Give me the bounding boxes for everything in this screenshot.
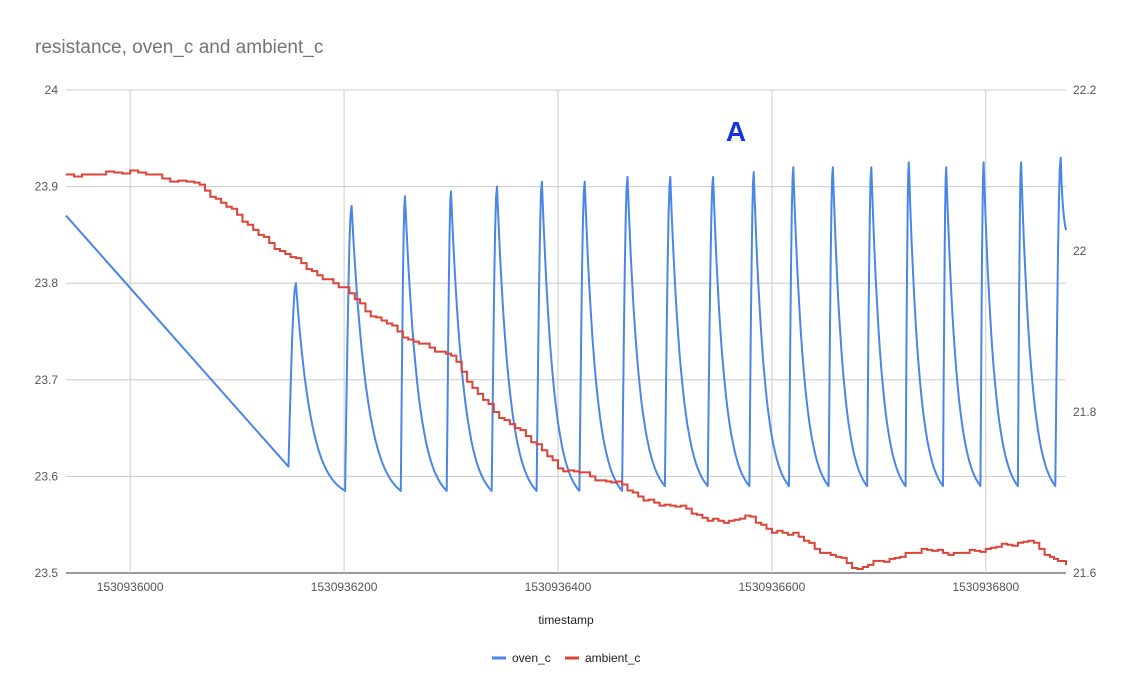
left-axis: 23.5 23.6 23.7 23.8 23.9 24 (35, 83, 59, 580)
right-axis: 21.6 21.8 22 22.2 (1073, 83, 1097, 580)
right-tick-label: 22 (1073, 244, 1087, 258)
series-group (65, 156, 1067, 570)
right-tick-label: 22.2 (1073, 83, 1097, 97)
chart-title: resistance, oven_c and ambient_c (35, 37, 323, 58)
x-tick-label: 1530936800 (952, 580, 1019, 594)
x-tick-label: 1530936200 (311, 580, 378, 594)
right-tick-label: 21.6 (1073, 566, 1097, 580)
x-tick-label: 1530936400 (525, 580, 592, 594)
legend-label-oven_c[interactable]: oven_c (512, 651, 551, 665)
x-axis: 1530936000 1530936200 1530936400 1530936600… (97, 580, 1020, 594)
left-tick-label: 23.6 (35, 469, 59, 483)
annotation-label: A (726, 116, 746, 147)
series-oven_c-line (65, 156, 1067, 492)
x-tick-label: 1530936600 (739, 580, 806, 594)
legend-label-ambient_c[interactable]: ambient_c (585, 651, 640, 665)
left-tick-label: 23.7 (35, 373, 59, 387)
x-tick-label: 1530936000 (97, 580, 164, 594)
left-tick-label: 24 (45, 83, 59, 97)
left-tick-label: 23.5 (35, 566, 59, 580)
left-tick-label: 23.8 (35, 276, 59, 290)
legend[interactable]: oven_c ambient_c (492, 651, 640, 665)
left-tick-label: 23.9 (35, 180, 59, 194)
x-axis-title: timestamp (538, 613, 594, 627)
right-tick-label: 21.8 (1073, 405, 1097, 419)
gridlines (66, 89, 1066, 574)
series-ambient_c-line (66, 169, 1067, 570)
